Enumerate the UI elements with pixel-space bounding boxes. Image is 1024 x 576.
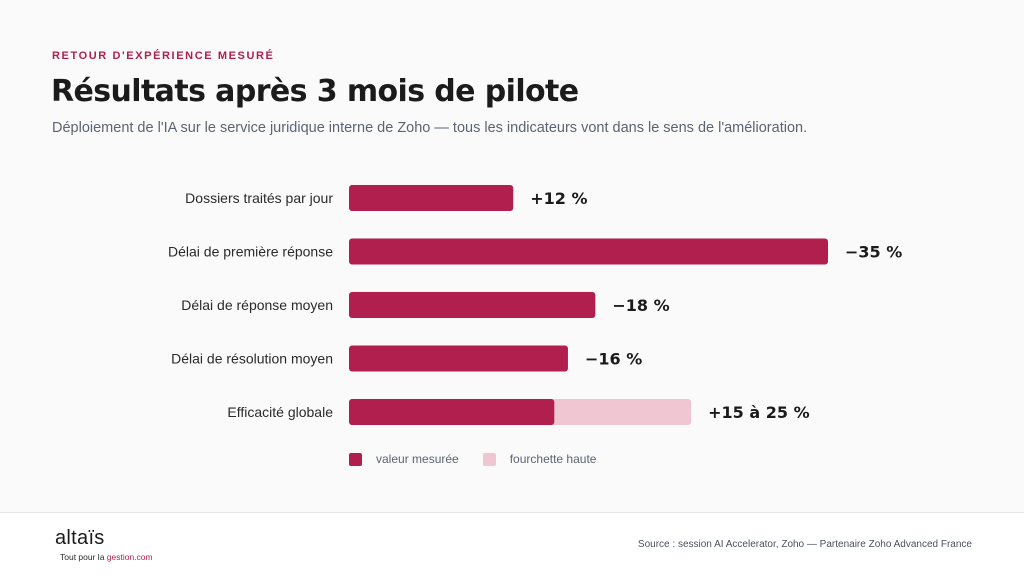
category-label-delai-de-premiere-reponse: Délai de première réponse — [168, 244, 333, 260]
chart-legend: valeur mesurée fourchette haute — [349, 452, 596, 466]
legend-label-range: fourchette haute — [509, 452, 597, 466]
category-label-dossiers-traites-par-jour: Dossiers traités par jour — [185, 190, 333, 206]
brand-logo: altaïs — [55, 527, 105, 549]
bar-delai-de-premiere-reponse — [349, 238, 828, 265]
category-label-efficacite-globale: Efficacité globale — [227, 404, 333, 420]
tagline-prefix: Tout pour la — [60, 552, 107, 562]
source-note: Source : session AI Accelerator, Zoho — … — [637, 539, 972, 550]
legend-label-measured: valeur mesurée — [376, 452, 459, 466]
page-subtitle: Déploiement de l'IA sur le service jurid… — [52, 120, 808, 136]
bar-delai-de-resolution-moyen — [349, 345, 568, 372]
category-label-delai-de-reponse-moyen: Délai de réponse moyen — [181, 297, 333, 313]
legend-swatch-measured — [349, 452, 362, 466]
legend-swatch-range — [482, 452, 496, 466]
brand-tagline: Tout pour la gestion.com — [60, 552, 153, 562]
bar-dossiers-traites-par-jour — [349, 185, 514, 211]
value-label-delai-de-premiere-reponse: −35 % — [845, 243, 902, 262]
footer-divider — [0, 512, 1024, 513]
eyebrow-label: RETOUR D'EXPÉRIENCE MESURÉ — [52, 50, 275, 62]
category-label-delai-de-resolution-moyen: Délai de résolution moyen — [171, 351, 333, 367]
tagline-accent: gestion.com — [106, 552, 153, 562]
value-label-delai-de-reponse-moyen: −18 % — [612, 296, 669, 315]
value-label-dossiers-traites-par-jour: +12 % — [530, 189, 587, 208]
bar-delai-de-reponse-moyen — [349, 292, 596, 318]
value-label-delai-de-resolution-moyen: −16 % — [585, 350, 642, 369]
results-bar-chart: Dossiers traités par jour +12 % Délai de p… — [168, 185, 902, 425]
legend-item-range: fourchette haute — [482, 452, 597, 466]
page-title: Résultats après 3 mois de pilote — [51, 74, 579, 109]
bar-efficacite-globale — [349, 399, 555, 425]
legend-item-measured: valeur mesurée — [349, 452, 459, 466]
footer — [0, 513, 1024, 576]
value-label-efficacite-globale: +15 à 25 % — [708, 403, 809, 422]
